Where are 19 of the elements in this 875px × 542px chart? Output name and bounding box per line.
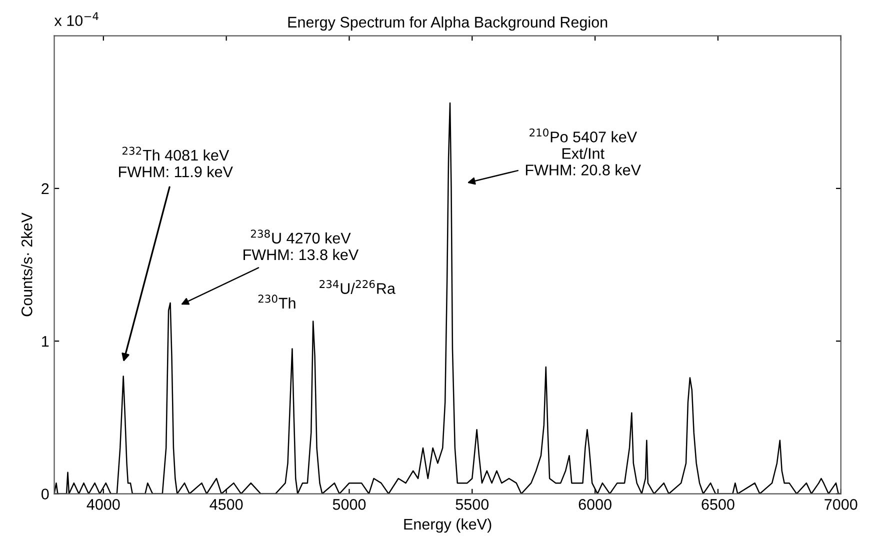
annotation: $^{230}$Th	[258, 294, 296, 308]
x-tick-label: 6000	[578, 499, 612, 510]
x-axis-title: Energy (keV)	[404, 518, 492, 533]
y-tick-label: 2	[42, 183, 49, 194]
annotation: $^{234}$U/$^{226}$Ra	[320, 280, 396, 294]
annotation: $^{232}$Th 4081 keV FWHM: 11.9 keV	[119, 146, 233, 178]
y-tick-label: 0	[41, 488, 49, 500]
y-tick-label: 1	[42, 336, 49, 347]
x-tick-label: 4500	[210, 499, 243, 510]
x-tick-label: 4000	[86, 499, 120, 510]
x-tick-label: 7000	[824, 499, 858, 510]
annotation: $^{238}$U 4270 keV FWHM: 13.8 keV	[244, 230, 359, 260]
x-tick-label: 5000	[332, 499, 366, 510]
chart-title: Energy Spectrum for Alpha Background Region	[288, 16, 608, 31]
annotation: $^{210}$Po 5407 keV Ext/Int FWHM: 20.8 keV	[526, 128, 641, 176]
text: x 10$^{−4}$	[54, 12, 98, 26]
x-tick-label: 5500	[456, 499, 489, 510]
x-tick-label: 6500	[702, 499, 734, 510]
y-axis-title: Counts/s· 2keV	[21, 212, 32, 316]
